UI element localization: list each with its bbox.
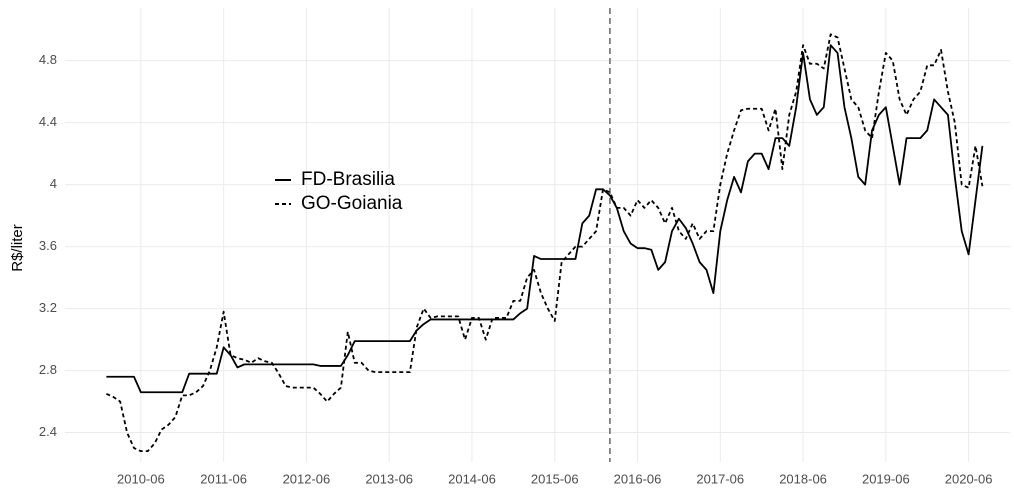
x-tick-label: 2011-06 (200, 471, 247, 486)
y-tick-label: 2.4 (39, 424, 57, 439)
x-tick-label: 2012-06 (283, 471, 331, 486)
x-tick-label: 2018-06 (779, 471, 827, 486)
legend-label: FD-Brasilia (301, 169, 395, 190)
y-tick-label: 3.2 (39, 300, 57, 315)
legend-label: GO-Goiania (301, 193, 403, 214)
x-tick-label: 2010-06 (117, 471, 165, 486)
y-tick-label: 2.8 (39, 362, 57, 377)
series-line (106, 44, 984, 394)
x-tick-label: 2013-06 (365, 471, 413, 486)
y-axis-label: R$/liter (9, 224, 26, 272)
series-line (106, 33, 984, 453)
x-tick-label: 2015-06 (531, 471, 579, 486)
x-tick-label: 2019-06 (862, 471, 910, 486)
y-tick-label: 4.8 (39, 52, 57, 67)
y-tick-label: 4 (50, 176, 57, 191)
x-tick-label: 2016-06 (614, 471, 662, 486)
y-tick-label: 4.4 (39, 114, 57, 129)
x-tick-label: 2014-06 (448, 471, 496, 486)
y-tick-label: 3.6 (39, 238, 57, 253)
x-tick-label: 2017-06 (696, 471, 744, 486)
x-tick-label: 2020-06 (945, 471, 993, 486)
